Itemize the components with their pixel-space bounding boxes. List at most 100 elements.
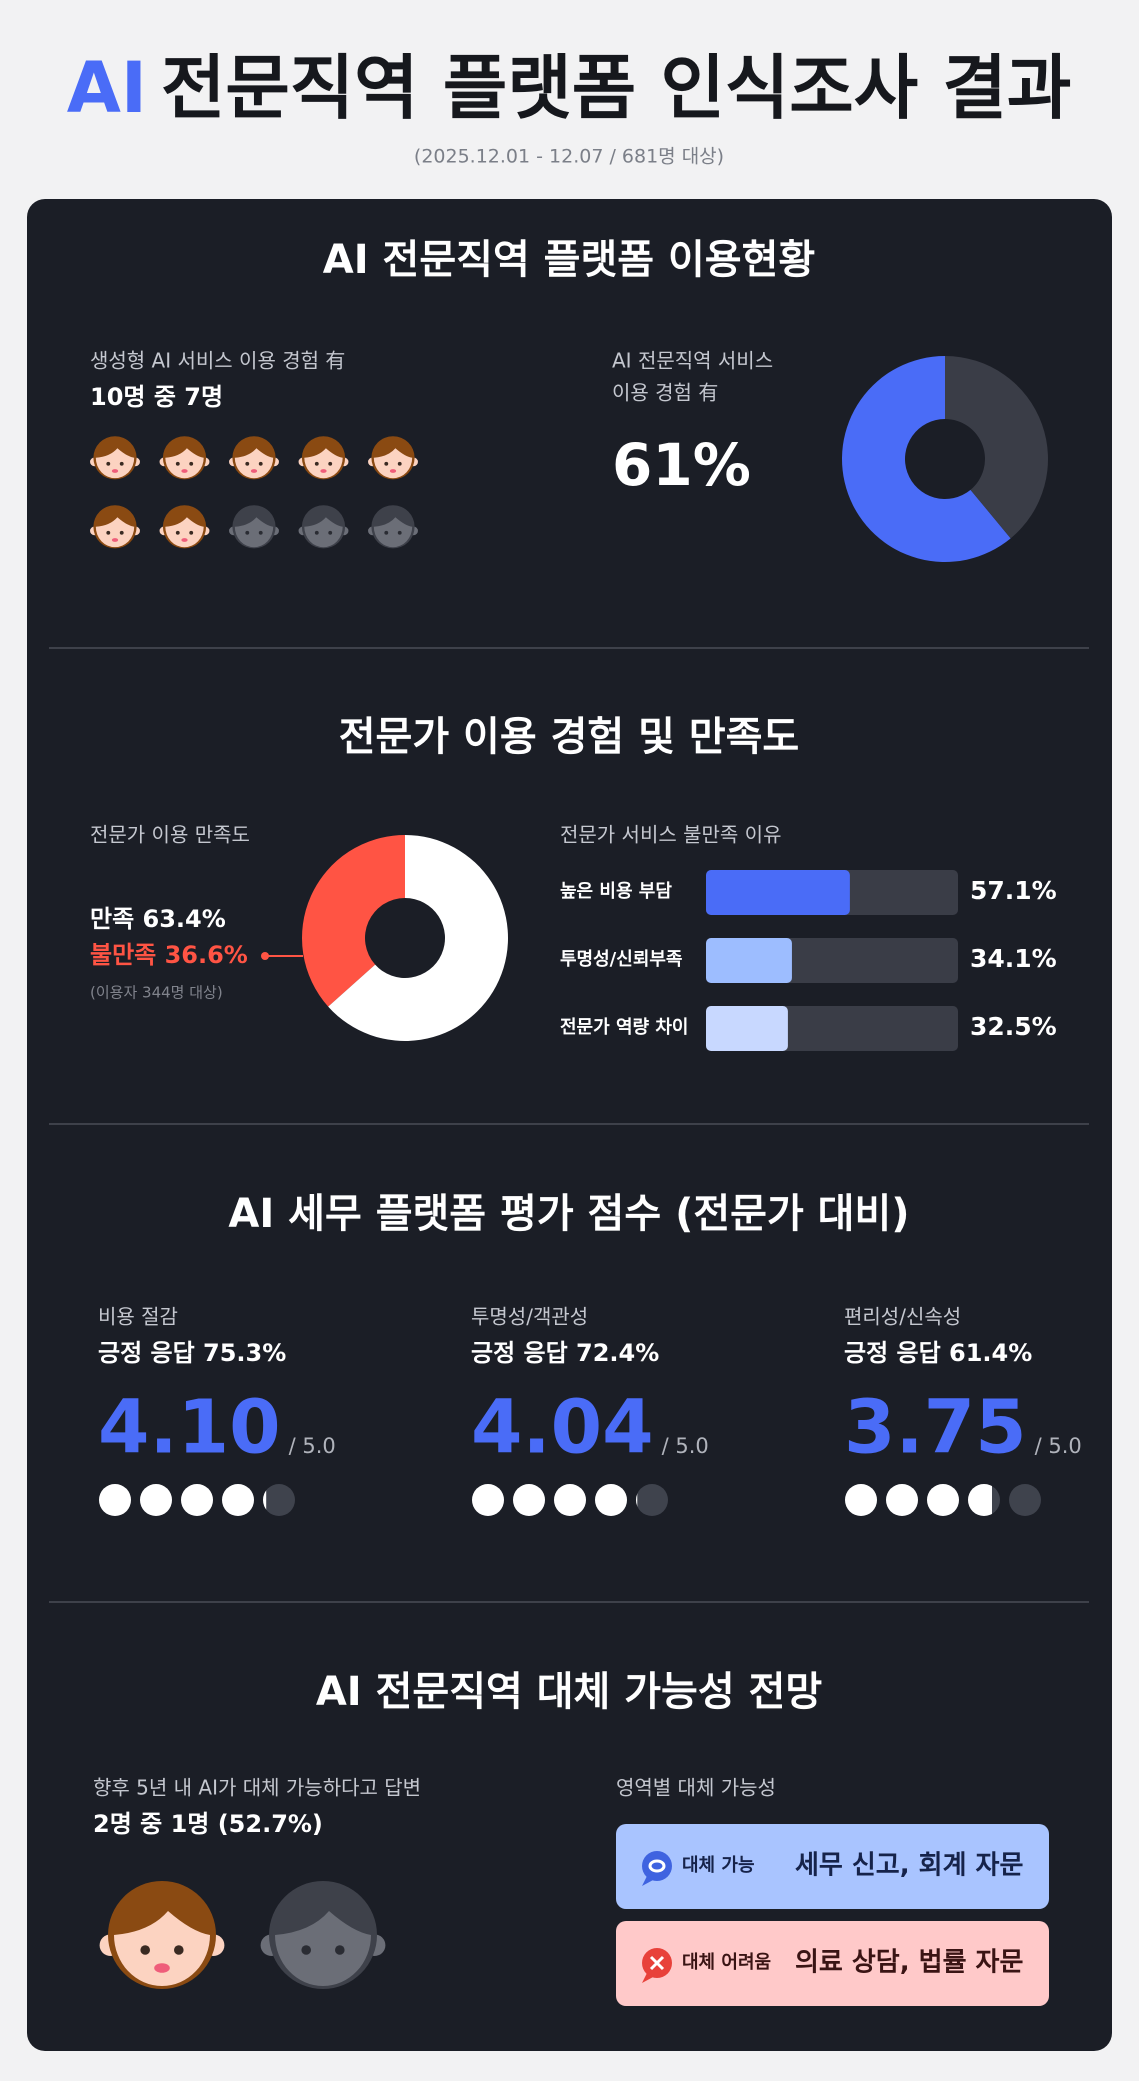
person-icon	[90, 505, 140, 549]
eye	[397, 530, 402, 535]
face	[165, 448, 204, 479]
box-tag: 대체 어려움	[682, 1952, 771, 1973]
section-title: AI 전문직역 플랫폼 이용현황	[323, 237, 815, 283]
headline: 긍정 응답 72.4%	[471, 1339, 659, 1367]
rating-dot	[140, 1484, 172, 1516]
box-text: 세무 신고, 회계 자문	[795, 1851, 1023, 1881]
face	[304, 517, 343, 548]
eye	[384, 461, 389, 466]
eye	[328, 461, 333, 466]
dot-fill	[968, 1484, 992, 1516]
person-icon	[229, 505, 279, 549]
label: 향후 5년 내 AI가 대체 가능하다고 답변	[93, 1776, 421, 1800]
eye	[119, 530, 124, 535]
bar	[706, 870, 850, 915]
face	[275, 1911, 371, 1986]
eye	[384, 530, 389, 535]
eye	[258, 530, 263, 535]
rating-dot	[181, 1484, 213, 1516]
face	[234, 448, 274, 479]
dot-fill	[140, 1484, 172, 1516]
eye	[175, 461, 180, 466]
dot-fill	[636, 1493, 638, 1507]
headline: 긍정 응답 61.4%	[844, 1339, 1032, 1367]
dot-fill	[222, 1484, 254, 1516]
box-tag: 대체 가능	[682, 1855, 755, 1876]
label: 이용 경험 有	[612, 381, 718, 405]
bar-label: 높은 비용 부담	[560, 881, 672, 902]
bar-label: 투명성/신뢰부족	[560, 949, 683, 970]
face	[95, 517, 135, 548]
eye	[335, 1945, 345, 1955]
person-icon	[229, 436, 279, 480]
eye	[140, 1945, 150, 1955]
rating-dot	[263, 1484, 295, 1516]
rating-dot	[886, 1484, 918, 1516]
dot-base	[1009, 1484, 1041, 1516]
icon-glyph	[649, 1955, 665, 1971]
label: 편리성/신속성	[844, 1305, 961, 1329]
big-value: 61%	[612, 431, 751, 499]
score: 4.04	[471, 1385, 654, 1471]
eye	[328, 530, 333, 535]
score-max: / 5.0	[289, 1434, 336, 1458]
headline: 긍정 응답 75.3%	[98, 1339, 286, 1367]
dot-fill	[263, 1490, 267, 1510]
box-icon-tail	[642, 1876, 655, 1886]
donut-segment	[302, 835, 405, 1007]
label: 전문가 이용 만족도	[90, 823, 250, 847]
dot-fill	[554, 1484, 586, 1516]
rating-dot	[845, 1484, 877, 1516]
face	[95, 448, 135, 479]
icon-glyph	[648, 1859, 666, 1873]
bar-value: 32.5%	[970, 1012, 1057, 1041]
box-icon	[642, 1851, 672, 1881]
dot-fill	[513, 1484, 545, 1516]
dot-fill	[181, 1484, 213, 1516]
panel	[27, 199, 1112, 2051]
face	[304, 448, 343, 479]
mouth	[250, 469, 258, 473]
face	[234, 517, 274, 548]
eye	[245, 530, 250, 535]
legend-label: 만족 63.4%	[90, 905, 226, 933]
rating-dot	[968, 1484, 1000, 1516]
label: 생성형 AI 서비스 이용 경험 有	[90, 349, 345, 373]
dot-fill	[886, 1484, 918, 1516]
mouth	[111, 538, 119, 542]
person-icon	[159, 436, 210, 480]
headline: 10명 중 7명	[90, 383, 223, 411]
score: 4.10	[98, 1385, 281, 1471]
rating-dot	[554, 1484, 586, 1516]
person-icon	[368, 436, 418, 480]
dot-fill	[595, 1484, 627, 1516]
eye	[119, 461, 124, 466]
score: 3.75	[844, 1385, 1027, 1471]
box-text: 의료 상담, 법률 자문	[795, 1948, 1023, 1978]
rating-dot	[222, 1484, 254, 1516]
dot-fill	[927, 1484, 959, 1516]
dot-fill	[472, 1484, 504, 1516]
rating-dot	[636, 1484, 668, 1516]
section-title: 전문가 이용 경험 및 만족도	[339, 714, 800, 760]
box	[616, 1824, 1049, 1909]
dot-base	[263, 1484, 295, 1516]
bar-value: 57.1%	[970, 876, 1057, 905]
eye	[301, 1945, 312, 1955]
dot-base	[636, 1484, 668, 1516]
mouth	[320, 469, 327, 473]
person-icon	[368, 505, 418, 549]
person-icon	[298, 505, 349, 549]
face	[373, 448, 413, 479]
eye	[397, 461, 402, 466]
label: AI 전문직역 서비스	[612, 349, 773, 373]
person-icon	[159, 505, 210, 549]
eye	[258, 461, 263, 466]
mouth	[111, 469, 119, 473]
bar-value: 34.1%	[970, 944, 1057, 973]
box-icon-tail	[642, 1973, 655, 1983]
eye	[189, 530, 194, 535]
face	[165, 517, 204, 548]
mouth	[181, 469, 188, 473]
